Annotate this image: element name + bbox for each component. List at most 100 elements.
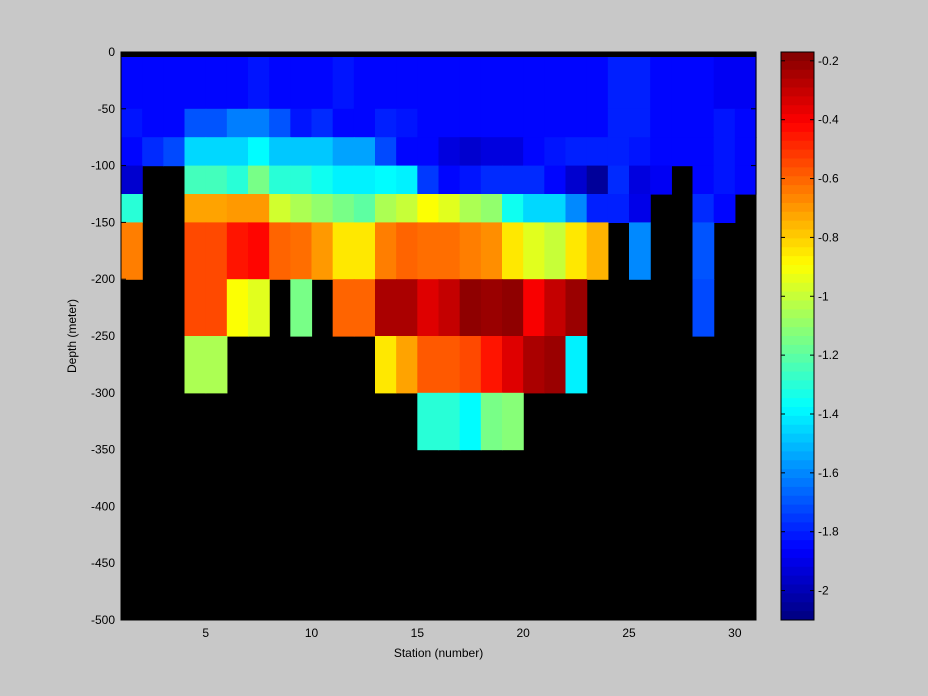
heatmap-cell: [417, 108, 440, 138]
heatmap-cell: [502, 222, 524, 280]
colorbar-swatch: [781, 194, 814, 204]
heatmap-cell: [523, 108, 545, 138]
heatmap-cell: [121, 52, 143, 110]
heatmap-cell: [523, 52, 545, 110]
heatmap-cell: [226, 279, 249, 337]
heatmap-cell: [226, 137, 249, 167]
heatmap-cell: [438, 108, 461, 138]
y-axis-label: Depth (meter): [65, 299, 79, 373]
heatmap-cell: [375, 165, 397, 195]
heatmap-cell: [396, 279, 418, 337]
heatmap-cell: [226, 222, 249, 280]
colorbar-swatch: [781, 549, 814, 559]
heatmap-cell: [523, 222, 545, 280]
heatmap-cell: [586, 165, 609, 195]
heatmap-cell: [629, 222, 651, 280]
heatmap-cell: [607, 137, 630, 167]
heatmap-cell: [523, 194, 545, 223]
heatmap-cell: [438, 194, 461, 223]
colorbar-swatch: [781, 398, 814, 408]
heatmap-cell: [459, 165, 482, 195]
heatmap-cell: [311, 108, 334, 138]
colorbar-swatch: [781, 52, 814, 62]
heatmap-cell: [692, 137, 715, 167]
heatmap-cell: [523, 137, 545, 167]
colorbar-swatch: [781, 513, 814, 523]
colorbar-swatch: [781, 389, 814, 399]
colorbar-swatch: [781, 309, 814, 319]
heatmap-cell: [332, 52, 355, 110]
heatmap-cell: [480, 392, 503, 451]
heatmap-cell: [629, 165, 651, 195]
heatmap-cell: [692, 108, 715, 138]
heatmap-cell: [459, 279, 482, 337]
heatmap-cell: [586, 194, 609, 223]
heatmap-cell: [375, 137, 397, 167]
x-axis: 5 10 15 20 25 30: [202, 52, 742, 640]
heatmap-cell: [692, 165, 715, 195]
colorbar-swatch: [781, 185, 814, 195]
heatmap-cell: [142, 52, 164, 110]
heatmap-cell: [353, 222, 376, 280]
heatmap-cell: [671, 52, 694, 110]
colorbar-swatch: [781, 167, 814, 177]
y-tick-label: -150: [91, 215, 115, 229]
heatmap-cell: [417, 52, 440, 110]
colorbar-swatch: [781, 114, 814, 124]
heatmap-cell: [375, 279, 397, 337]
heatmap-cell: [142, 108, 164, 138]
heatmap-cell: [438, 165, 461, 195]
heatmap-cell: [290, 108, 313, 138]
heatmap-cell: [417, 392, 440, 451]
colorbar-swatch: [781, 460, 814, 470]
heatmap-cell: [692, 279, 715, 337]
colorbar-swatch: [781, 531, 814, 541]
heatmap-cell: [353, 165, 376, 195]
heatmap-cell: [502, 108, 524, 138]
colorbar-swatch: [781, 566, 814, 577]
colorbar-swatch: [781, 522, 814, 532]
heatmap-cell: [290, 52, 313, 110]
heatmap-cell: [417, 279, 440, 337]
heatmap-cell: [290, 279, 313, 337]
x-tick-label: 20: [516, 626, 530, 640]
heatmap-cell: [459, 137, 482, 167]
heatmap-cell: [459, 194, 482, 223]
colorbar-tick-label: -1.4: [818, 407, 839, 421]
heatmap-cell: [332, 194, 355, 223]
colorbar-swatch: [781, 78, 814, 89]
colorbar-ticks: -0.2 -0.4 -0.6 -0.8 -1 -1.2 -1.4 -1.6 -1.8 -2: [781, 54, 839, 598]
heatmap-cell: [438, 392, 461, 451]
heatmap-cell: [375, 108, 397, 138]
heatmap-cell: [396, 108, 418, 138]
y-tick-label: -100: [91, 159, 115, 173]
heatmap-cell: [480, 52, 503, 110]
heatmap-cell: [311, 194, 334, 223]
heatmap-cell: [692, 222, 715, 280]
heatmap-cell: [544, 165, 567, 195]
heatmap-cell: [290, 165, 313, 195]
heatmap-cell: [269, 52, 291, 110]
heatmap-cell: [544, 222, 567, 280]
heatmap-cell: [248, 137, 270, 167]
heatmap-cell: [650, 165, 672, 195]
heatmap-cell: [650, 137, 672, 167]
heatmap-cell: [502, 137, 524, 167]
heatmap-cell: [523, 336, 545, 394]
heatmap-cell: [502, 52, 524, 110]
colorbar-swatch: [781, 495, 814, 506]
colorbar-tick-label: -2: [818, 584, 829, 598]
heatmap-cell: [353, 194, 376, 223]
heatmap-cell: [565, 137, 588, 167]
heatmap-cell: [375, 336, 397, 394]
colorbar-tick-label: -1.6: [818, 466, 839, 480]
heatmap-cell: [502, 279, 524, 337]
heatmap-cell: [734, 108, 757, 138]
heatmap-cell: [734, 137, 757, 167]
heatmap-cell: [438, 222, 461, 280]
heatmap-cell: [205, 108, 228, 138]
heatmap-cell: [544, 279, 567, 337]
heatmap-cell: [480, 336, 503, 394]
heatmap-cell: [544, 52, 567, 110]
colorbar-swatch: [781, 202, 814, 213]
